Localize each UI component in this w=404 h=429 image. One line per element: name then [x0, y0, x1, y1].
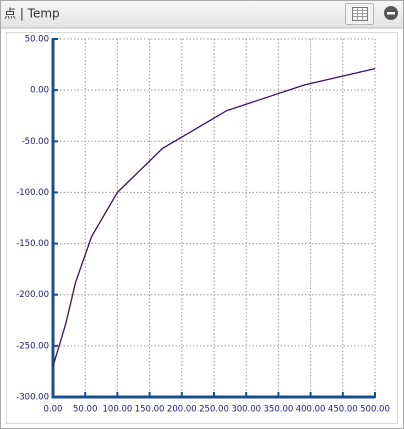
x-tick-label: 350.00 [264, 405, 294, 415]
x-tick-label: 100.00 [103, 405, 133, 415]
x-tick-label: 400.00 [296, 405, 326, 415]
header [1, 1, 403, 28]
plot-frame [6, 32, 398, 424]
window-title: 点 | Temp [4, 7, 60, 21]
data-line [52, 68, 376, 367]
y-tick-label: -300.00 [16, 393, 49, 403]
x-tick-label: 300.00 [231, 405, 261, 415]
x-tick-label: 450.00 [328, 405, 358, 415]
table-button[interactable] [345, 3, 374, 25]
y-tick-label: -200.00 [16, 290, 49, 300]
x-tick-label: 200.00 [167, 405, 197, 415]
y-tick-label: -50.00 [22, 137, 49, 147]
y-tick-label: 0.00 [30, 86, 49, 96]
y-tick-label: -100.00 [16, 188, 49, 198]
x-tick-label: 250.00 [199, 405, 229, 415]
x-tick-label: 0.00 [44, 405, 63, 415]
collapse-button[interactable] [384, 6, 398, 20]
y-tick-label: -250.00 [16, 341, 49, 351]
x-tick-label: 500.00 [360, 405, 390, 415]
y-tick-label: -150.00 [16, 239, 49, 249]
x-tick-label: 50.00 [73, 405, 97, 415]
x-tick-label: 150.00 [135, 405, 165, 415]
y-tick-label: 50.00 [25, 35, 49, 45]
